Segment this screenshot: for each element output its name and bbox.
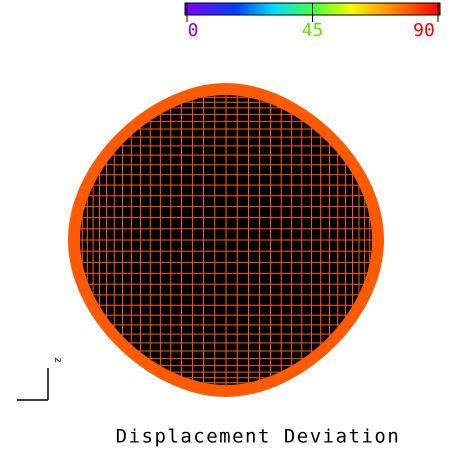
title: Displacement Deviation (116, 426, 401, 448)
colorbar-tick-label: 45 (302, 20, 324, 41)
axis-triad: z (17, 357, 63, 401)
colorbar-tick-label: 90 (413, 20, 435, 41)
colorbar-tick-label: 0 (188, 20, 199, 41)
colorbar-ticks: 0 45 90 (186, 3, 439, 41)
axis-label: z (52, 357, 63, 363)
